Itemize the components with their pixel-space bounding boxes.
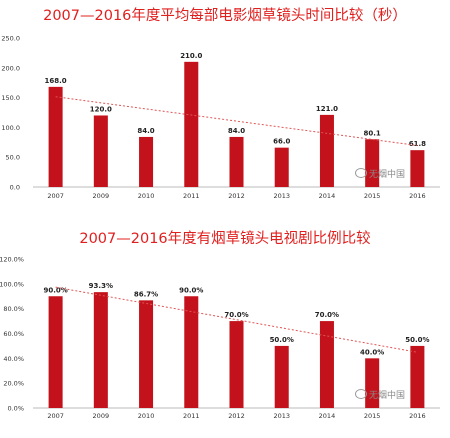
bar	[319, 321, 334, 408]
data-label: 40.0%	[360, 348, 384, 356]
x-tick-label: 2014	[319, 192, 336, 200]
x-tick-label: 2007	[47, 412, 64, 420]
x-tick-label: 2009	[93, 192, 110, 200]
x-tick-label: 2012	[228, 412, 245, 420]
y-tick-label: 60.0%	[3, 330, 24, 338]
bar	[48, 296, 63, 408]
bar	[410, 345, 425, 408]
x-tick-label: 2015	[364, 192, 381, 200]
watermark-text: 无烟中国	[369, 170, 406, 180]
data-label: 50.0%	[270, 336, 294, 344]
watermark-1: 无烟中国	[355, 167, 405, 180]
watermark-2: 无烟中国	[355, 388, 405, 401]
bar	[410, 150, 425, 187]
y-tick-label: 50.0	[6, 154, 20, 162]
bar	[93, 115, 108, 187]
y-tick-label: 20.0%	[3, 380, 24, 388]
bar	[319, 114, 334, 187]
data-label: 168.0	[45, 77, 67, 85]
data-label: 121.0	[316, 105, 338, 113]
watermark-text: 无烟中国	[369, 391, 406, 401]
bar	[365, 358, 380, 408]
bar	[139, 136, 154, 187]
x-tick-label: 2016	[409, 412, 426, 420]
bar	[184, 296, 199, 408]
bar	[48, 86, 63, 187]
bar	[274, 345, 289, 408]
bar	[93, 292, 108, 408]
y-tick-label: 250.0	[1, 35, 20, 43]
x-tick-label: 2010	[138, 412, 155, 420]
y-tick-label: 200.0	[1, 64, 20, 72]
x-tick-label: 2011	[183, 192, 200, 200]
data-label: 70.0%	[315, 311, 339, 319]
data-label: 70.0%	[224, 311, 248, 319]
data-label: 84.0	[137, 127, 154, 135]
x-tick-label: 2007	[47, 192, 64, 200]
y-tick-label: 80.0%	[3, 305, 24, 313]
x-tick-label: 2013	[273, 192, 290, 200]
data-label: 90.0%	[43, 286, 67, 294]
y-tick-label: 150.0	[1, 94, 20, 102]
y-tick-label: 100.0	[1, 124, 20, 132]
x-tick-label: 2015	[364, 412, 381, 420]
y-tick-label: 100.0%	[0, 280, 24, 288]
data-label: 50.0%	[405, 336, 429, 344]
bar	[184, 61, 199, 188]
y-tick-label: 0.0%	[7, 405, 24, 413]
data-label: 120.0	[90, 105, 112, 113]
bar	[274, 147, 289, 187]
x-tick-label: 2010	[138, 192, 155, 200]
bar	[229, 321, 244, 408]
bar	[365, 139, 380, 187]
bar	[229, 136, 244, 187]
wechat-icon	[355, 168, 367, 178]
data-label: 86.7%	[134, 290, 158, 298]
x-tick-label: 2011	[183, 412, 200, 420]
data-label: 84.0	[228, 127, 245, 135]
x-tick-label: 2009	[93, 412, 110, 420]
x-tick-label: 2016	[409, 192, 426, 200]
trendline	[55, 286, 418, 353]
x-tick-label: 2013	[273, 412, 290, 420]
data-label: 61.8	[409, 140, 426, 148]
y-tick-label: 0.0	[10, 184, 20, 192]
data-label: 90.0%	[179, 286, 203, 294]
x-tick-label: 2014	[319, 412, 336, 420]
trendline	[55, 96, 418, 147]
data-label: 210.0	[180, 52, 202, 60]
chart-1-title: 2007—2016年度平均每部电影烟草镜头时间比较（秒）	[43, 8, 407, 24]
y-tick-label: 40.0%	[3, 355, 24, 363]
y-tick-label: 120.0%	[0, 256, 24, 264]
data-label: 93.3%	[89, 282, 113, 290]
chart-1-plot: 250.0 200.0 150.0 100.0 50.0 0.0 168.0 2007 120.…	[1, 35, 440, 200]
data-label: 80.1	[364, 129, 381, 137]
x-tick-label: 2012	[228, 192, 245, 200]
wechat-icon	[355, 389, 367, 399]
data-label: 66.0	[273, 138, 290, 146]
bar	[139, 300, 154, 408]
chart-2-title: 2007—2016年度有烟草镜头电视剧比例比较	[79, 231, 371, 247]
